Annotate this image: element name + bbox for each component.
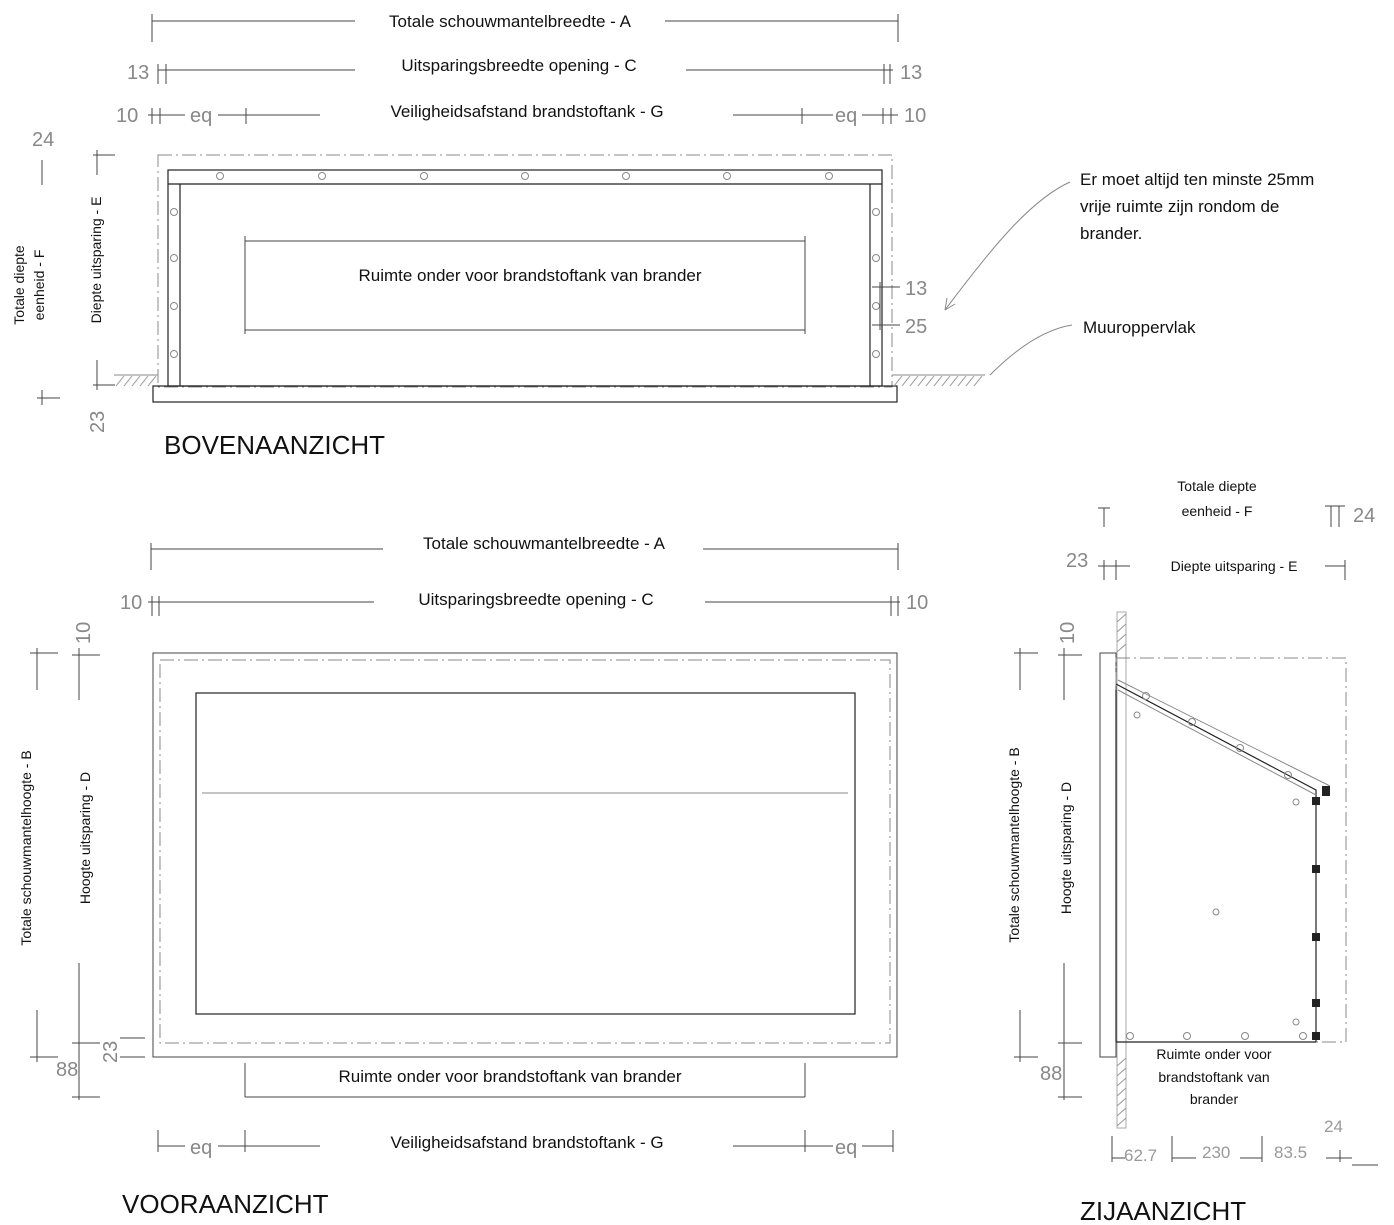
dim-total-height-front: Totale schouwmantelhoogte - B	[18, 750, 34, 945]
dim-230: 230	[1202, 1143, 1230, 1162]
side-view-title: ZIJAANZICHT	[1080, 1196, 1246, 1225]
tank-space-front: Ruimte onder voor brandstoftank van bran…	[338, 1067, 681, 1086]
dim-opening-width-top-label: Uitsparingsbreedte opening - C	[401, 56, 636, 75]
eq-right-front: eq	[835, 1137, 857, 1159]
dim-23-front: 23	[100, 1041, 122, 1063]
dim-10-side: 10	[1057, 622, 1079, 644]
front-view: Totale schouwmantelbreedte - A Uitsparin…	[18, 534, 928, 1219]
dim-24-side-top: 24	[1353, 505, 1375, 527]
screws-side	[1126, 692, 1307, 1040]
dim-88-side: 88	[1040, 1063, 1062, 1085]
dim-10-top-front: 10	[73, 622, 95, 644]
top-view-title: BOVENAANZICHT	[164, 430, 385, 460]
clearance-note-line3: brander.	[1080, 224, 1142, 243]
dim-total-depth-top-2: eenheid - F	[31, 250, 47, 321]
eq-left-top: eq	[190, 105, 212, 127]
dim-10-right-top: 10	[904, 105, 926, 127]
tank-space-side-1: Ruimte onder voor	[1156, 1046, 1272, 1062]
dim-10-left-top: 10	[116, 105, 138, 127]
dim-23-side: 23	[1066, 550, 1088, 572]
screws-top	[170, 172, 880, 358]
dim-total-width-top: Totale schouwmantelbreedte - A	[151, 12, 899, 42]
dim-total-depth-top-1: Totale diepte	[11, 245, 27, 325]
dim-13-left: 13	[127, 62, 149, 84]
dim-safety-top: Veiligheidsafstand brandstoftank - G eq …	[116, 102, 926, 127]
wall-surface-note: Muuroppervlak	[1083, 318, 1196, 337]
side-view: Totale diepte eenheid - F 24 Diepte uits…	[1006, 478, 1378, 1225]
wall-hatch-top	[114, 374, 985, 387]
dim-13-right: 13	[900, 62, 922, 84]
tank-space-top: Ruimte onder voor brandstoftank van bran…	[358, 266, 701, 285]
dim-opening-width-front: Uitsparingsbreedte opening - C	[418, 590, 653, 609]
dim-total-width-top-label: Totale schouwmantelbreedte - A	[389, 12, 632, 31]
tank-space-side-3: brander	[1190, 1091, 1239, 1107]
dim-depth-recess-top: Diepte uitsparing - E	[88, 197, 104, 324]
eq-left-front: eq	[190, 1137, 212, 1159]
dim-23-top: 23	[87, 411, 109, 433]
dim-opening-width-top: Uitsparingsbreedte opening - C 13 13	[127, 56, 922, 84]
dim-10-left-front: 10	[120, 592, 142, 614]
dim-88-front: 88	[56, 1059, 78, 1081]
dim-total-depth-side-2: eenheid - F	[1182, 503, 1253, 519]
dim-safety-front: Veiligheidsafstand brandstoftank - G	[390, 1133, 663, 1152]
dim-total-height-side: Totale schouwmantelhoogte - B	[1006, 747, 1022, 942]
dim-62-7: 62.7	[1124, 1146, 1157, 1165]
top-view: Totale schouwmantelbreedte - A Uitsparin…	[11, 12, 985, 460]
dim-25-clearance: 25	[905, 316, 927, 338]
notes: Er moet altijd ten minste 25mm vrije rui…	[944, 170, 1314, 376]
dim-recess-height-front: Hoogte uitsparing - D	[77, 772, 93, 904]
tank-space-side-2: brandstoftank van	[1158, 1069, 1269, 1085]
dim-safety-top-label: Veiligheidsafstand brandstoftank - G	[390, 102, 663, 121]
dim-total-width-front: Totale schouwmantelbreedte - A	[423, 534, 666, 553]
dim-24-top: 24	[32, 129, 54, 151]
dim-83-5: 83.5	[1274, 1143, 1307, 1162]
eq-right-top: eq	[835, 105, 857, 127]
side-brackets	[1312, 786, 1330, 1040]
dim-24-side-bottom: 24	[1324, 1117, 1343, 1136]
dim-10-right-front: 10	[906, 592, 928, 614]
dim-recess-height-side: Hoogte uitsparing - D	[1058, 782, 1074, 914]
front-view-title: VOORAANZICHT	[122, 1189, 329, 1219]
clearance-note-line1: Er moet altijd ten minste 25mm	[1080, 170, 1314, 189]
wall-hatch-side	[1116, 611, 1127, 1129]
clearance-note-line2: vrije ruimte zijn rondom de	[1080, 197, 1279, 216]
dim-depth-recess-side: Diepte uitsparing - E	[1171, 558, 1298, 574]
dim-total-depth-side-1: Totale diepte	[1177, 478, 1257, 494]
dim-13-inner: 13	[905, 278, 927, 300]
